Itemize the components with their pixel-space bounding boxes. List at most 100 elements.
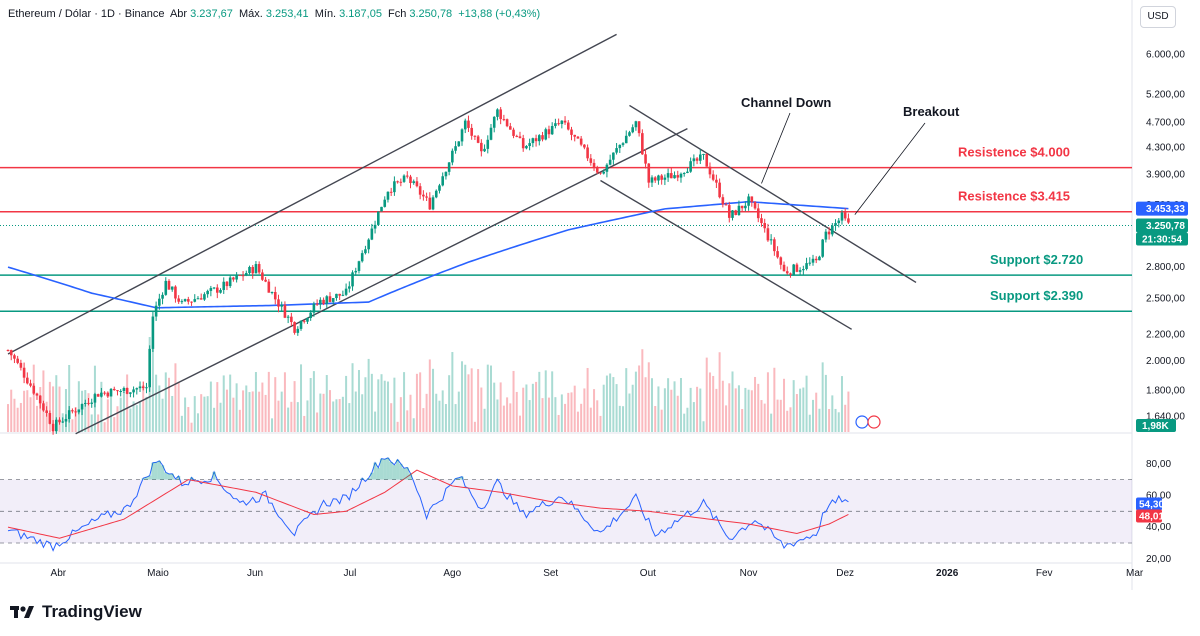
candle-body: [335, 293, 338, 299]
candle-body: [834, 223, 837, 226]
volume-bar: [480, 387, 483, 432]
volume-bar: [351, 363, 354, 432]
volume-bar: [142, 385, 145, 432]
candle-body: [612, 152, 615, 160]
volume-bar: [370, 373, 373, 432]
candle-body: [782, 264, 786, 272]
candle-body: [528, 143, 531, 147]
rsi-band: [0, 479, 1132, 543]
volume-bar: [821, 362, 824, 432]
candle-body: [808, 262, 812, 264]
candle-body: [383, 199, 387, 207]
candle-body: [348, 286, 351, 289]
lightning-icon[interactable]: [855, 415, 869, 429]
countdown-label: 21:30:54: [1142, 234, 1182, 245]
high-value: 3.253,41: [265, 8, 309, 20]
candle-body: [67, 410, 71, 419]
volume-bar: [490, 365, 492, 432]
volume-bar: [486, 364, 489, 432]
volume-bar: [26, 390, 29, 432]
low-label: Mín.: [314, 8, 337, 20]
volume-bar: [686, 407, 689, 432]
volume-bar: [357, 370, 360, 432]
volume-bar: [615, 384, 618, 432]
candle-body: [673, 175, 676, 179]
price-tick-label: 2.000,00: [1146, 356, 1185, 367]
candle-body: [666, 173, 670, 178]
candle-body: [750, 196, 754, 202]
volume-bar: [161, 398, 164, 432]
candle-body: [505, 119, 509, 127]
volume-bar: [654, 406, 657, 432]
volume-bar: [290, 401, 293, 432]
candle-body: [254, 264, 258, 274]
candle-body: [71, 410, 74, 412]
volume-bar: [702, 421, 705, 432]
candle-body: [570, 129, 573, 135]
channel-down-lower: [600, 179, 852, 330]
candle-body: [296, 328, 300, 333]
candle-body: [322, 299, 325, 304]
candle-body: [463, 120, 467, 130]
volume-bar: [361, 394, 364, 432]
volume-bar: [473, 421, 476, 432]
channel-up-lower: [75, 128, 688, 435]
candle-body: [473, 135, 477, 137]
volume-bar: [818, 408, 821, 432]
candle-body: [51, 423, 55, 432]
rsi-tag-label: 54,30: [1139, 499, 1164, 510]
channel-down-upper: [629, 104, 917, 284]
volume-bar: [493, 382, 496, 432]
candle-body: [676, 175, 680, 178]
candle-body: [351, 272, 354, 287]
volume-bar: [364, 377, 367, 432]
volume-bar: [705, 357, 708, 432]
candle-body: [48, 413, 52, 424]
candle-body: [26, 377, 29, 384]
candle-body: [132, 389, 135, 393]
volume-bar: [119, 397, 122, 432]
time-tick-label: Jul: [344, 568, 357, 579]
volume-bar: [383, 380, 386, 432]
candle-body: [112, 388, 116, 391]
candle-body: [199, 298, 203, 300]
volume-bar: [448, 375, 451, 432]
volume-bar: [531, 383, 534, 432]
volume-bar: [628, 393, 631, 432]
candle-body: [502, 119, 506, 121]
volume-bar: [557, 414, 560, 432]
price-tick-label: 1.640,00: [1146, 411, 1185, 422]
price-tag: [1136, 218, 1188, 233]
tradingview-logo[interactable]: TradingView: [10, 602, 142, 622]
candle-body: [621, 143, 625, 145]
volume-bar: [792, 380, 795, 432]
candle-body: [457, 141, 461, 147]
us-flag-icon[interactable]: [867, 415, 881, 429]
volume-bar: [139, 400, 142, 432]
volume-bar: [52, 386, 55, 432]
candle-body: [525, 146, 528, 149]
candle-body: [631, 127, 634, 133]
candle-body: [393, 181, 396, 193]
candle-body: [267, 281, 271, 293]
candle-body: [724, 204, 728, 206]
volume-bar: [625, 368, 628, 432]
volume-bar: [789, 407, 792, 432]
currency-button[interactable]: USD: [1140, 6, 1176, 28]
symbol-title: Ethereum / Dólar · 1D · Binance: [8, 8, 165, 20]
volume-bar: [596, 400, 599, 432]
candle-body: [248, 266, 251, 274]
volume-bar: [712, 375, 715, 432]
volume-bar: [631, 384, 634, 432]
volume-bar: [203, 396, 206, 432]
candle-body: [454, 146, 457, 151]
volume-bar: [538, 371, 541, 432]
rsi-tick-label: 80,00: [1146, 459, 1171, 470]
candle-body: [789, 273, 792, 275]
candle-body: [64, 418, 68, 422]
candle-body: [338, 293, 341, 296]
price-tick-label: 4.300,00: [1146, 142, 1185, 153]
volume-bar: [232, 397, 235, 432]
volume-bar: [222, 375, 225, 432]
